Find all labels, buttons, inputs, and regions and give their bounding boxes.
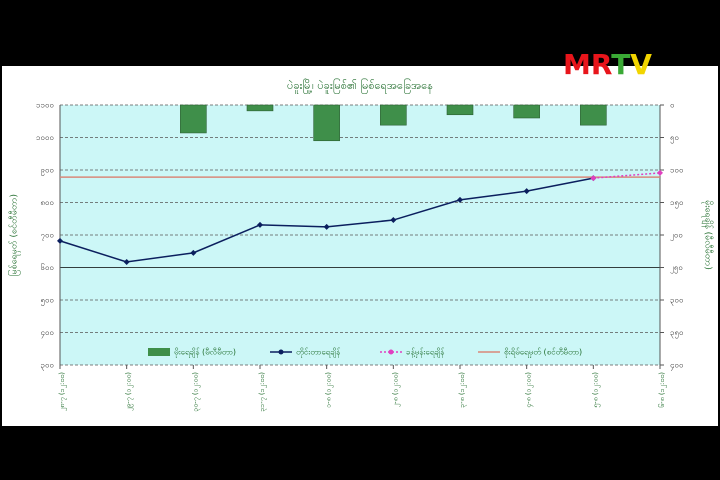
legend-label: မိုးရေချိန် (မီလီမီတာ) <box>174 347 236 359</box>
y2-tick-label: ၄၀၀ <box>670 361 684 372</box>
legend-marker <box>388 349 394 355</box>
point-marker <box>457 196 463 203</box>
point-marker <box>190 249 197 256</box>
point-marker <box>523 188 530 195</box>
logo-text: MRTV <box>563 48 652 81</box>
bar <box>180 104 207 134</box>
point-marker <box>390 217 397 224</box>
x-tick-label: ၂၈-၇ (၁၂:၀၀) <box>58 372 67 412</box>
x-tick-label: ၃-၈ (၁၂:၀၀) <box>458 372 467 408</box>
bar <box>446 104 474 116</box>
x-tick-label: ၅-၈ (၁၂:၀၀) <box>591 372 600 408</box>
series-line <box>593 172 661 179</box>
y2-axis-label: မိုးရေချိန် (မီလီမီတာ) <box>702 200 714 270</box>
logo-letter: T <box>611 48 630 81</box>
y-tick-label: ၉၀၀ <box>41 166 55 177</box>
point-marker <box>57 237 63 244</box>
logo-letter: M <box>563 48 591 81</box>
y2-tick-label: ၁၀၀ <box>670 166 684 175</box>
point-marker <box>590 175 597 182</box>
chart-title: ပဲခူးမြို့၊ ပဲခူးမြစ်၏ မြစ်ရေအခြေအနေ <box>287 78 433 94</box>
y-tick-label: ၈၀၀ <box>40 198 54 207</box>
y-tick-label: ၁၀၀၀ <box>36 133 54 142</box>
point-marker <box>123 258 130 265</box>
point-marker <box>657 169 663 176</box>
y-tick-label: ၆၀၀ <box>41 262 55 272</box>
y2-tick-label: ၂၀၀ <box>670 231 683 242</box>
legend-label: ခန့်မှန်းရေချိန် <box>406 347 445 359</box>
y2-tick-label: ၃၀၀ <box>670 296 684 307</box>
bar <box>246 104 274 112</box>
bar <box>313 104 340 142</box>
y-tick-label: ၃၀၀ <box>41 361 55 372</box>
x-tick-label: ၃၁-၇ (၁၂:၀၀) <box>258 372 267 412</box>
y-tick-label: ၅၀၀ <box>41 296 55 307</box>
logo-letter: V <box>630 48 652 81</box>
point-marker <box>257 221 263 228</box>
y-axis-label: မြစ်ရေမှတ် (စင်တီမီတာ) <box>8 194 21 276</box>
x-tick-label: ၁-၈ (၁၂:၀၀) <box>325 372 334 408</box>
x-tick-label: ၂၉-၇ (၁၂:၀၀) <box>125 372 134 412</box>
x-tick-label: ၄-၈ (၁၂:၀၀) <box>525 372 534 408</box>
y2-tick-label: ၃၅၀ <box>670 328 684 339</box>
y-tick-label: ၁၁၀၀ <box>36 101 54 110</box>
x-tick-label: ၂-၈ (၁၂:၀၀) <box>391 372 400 409</box>
y2-tick-label: ၅၀ <box>670 133 679 144</box>
legend-label: စိုးရိမ်ရေမှတ် (စင်တီမီတာ) <box>504 347 582 359</box>
logo-letter: R <box>591 48 612 81</box>
y2-tick-label: ၁၅၀ <box>670 198 684 209</box>
y-tick-label: ၇၀၀ <box>41 231 55 242</box>
logo: MRTV <box>563 48 652 81</box>
point-marker <box>323 223 330 230</box>
legend-swatch <box>148 348 170 356</box>
y-tick-label: ၄၀၀ <box>41 328 55 339</box>
y2-tick-label: ၀ <box>670 101 675 110</box>
legend-marker <box>278 349 284 355</box>
y2-tick-label: ၂၅၀ <box>670 263 683 274</box>
bar <box>580 104 607 126</box>
x-tick-label: ၆-၈ (၁၂:၀၀) <box>658 372 667 408</box>
x-tick-label: ၃၀-၇ (၁၂:၀၀) <box>191 372 200 412</box>
legend-label: တိုင်းတာရေချိန် <box>296 347 341 359</box>
bar <box>513 104 540 119</box>
bar <box>380 104 407 126</box>
